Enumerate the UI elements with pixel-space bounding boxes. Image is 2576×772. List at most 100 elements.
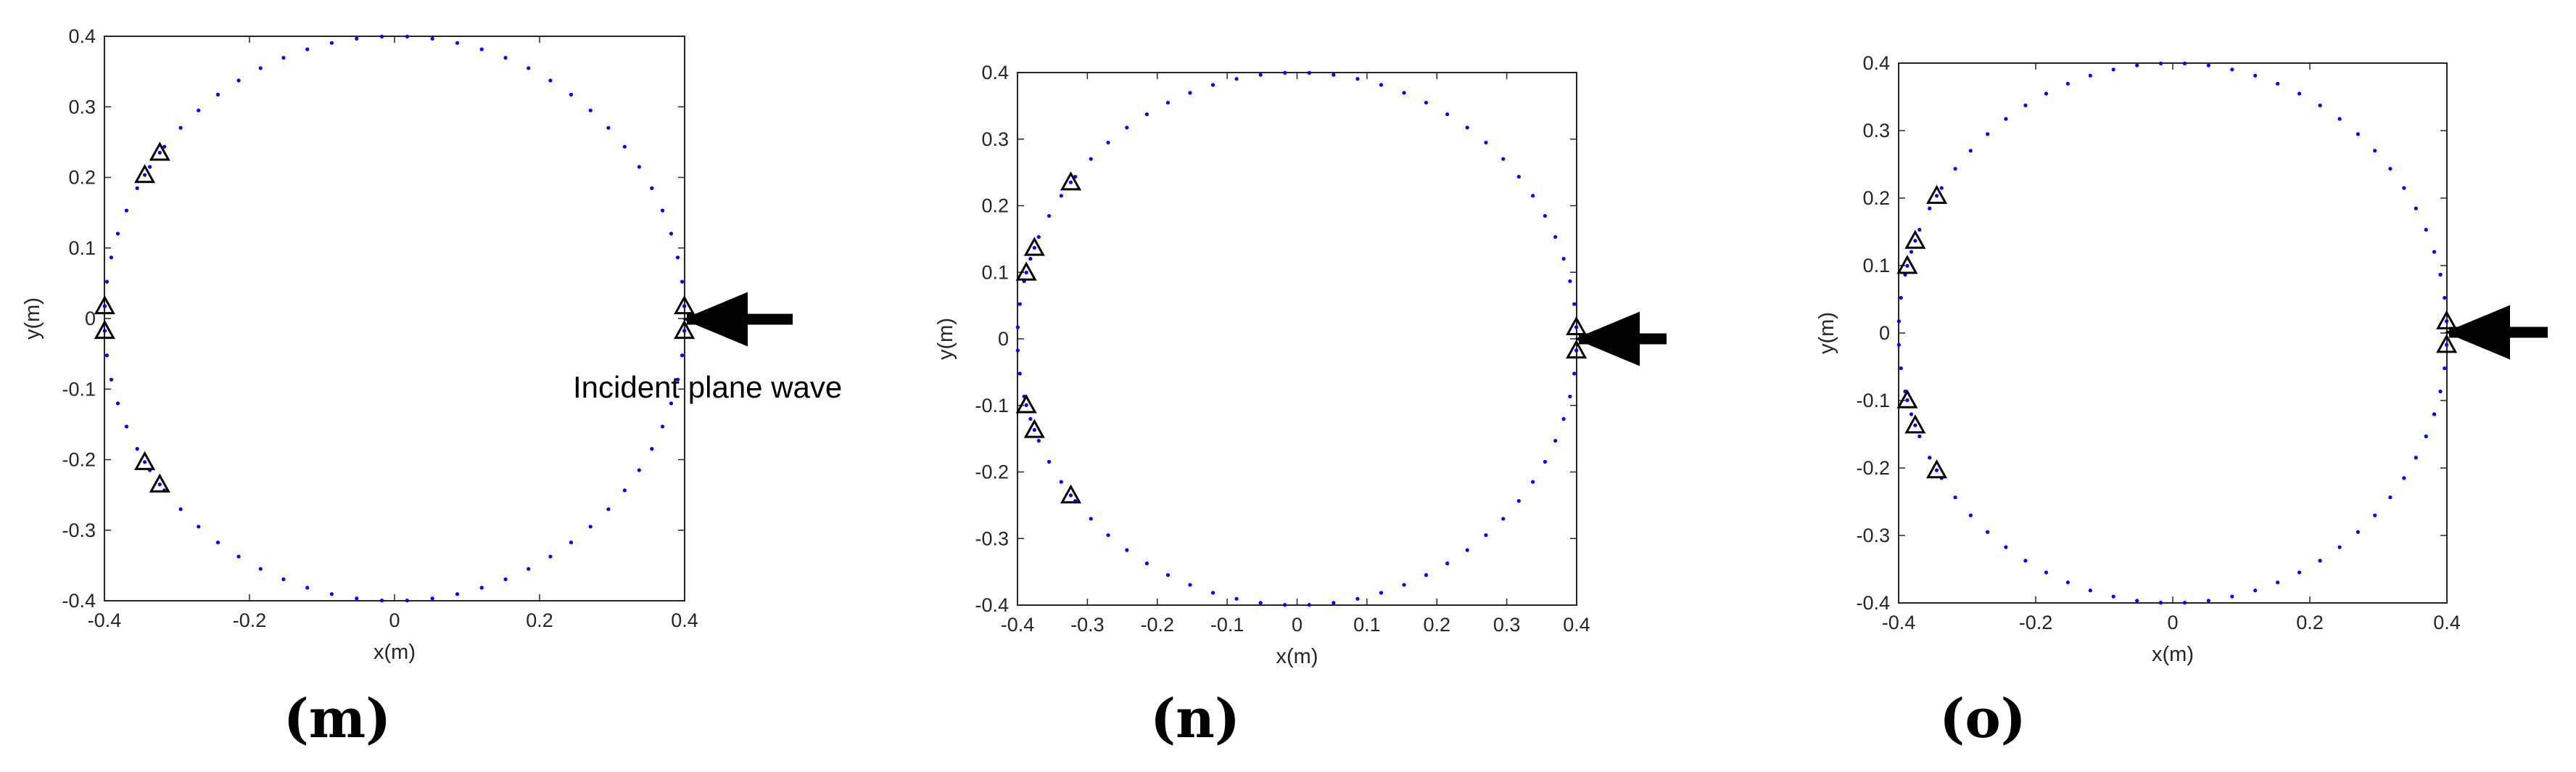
y-tick-label: 0.2 bbox=[68, 167, 96, 189]
array-point bbox=[1896, 319, 1901, 324]
array-point bbox=[430, 596, 434, 601]
array-point bbox=[1017, 302, 1022, 306]
array-point bbox=[1484, 140, 1488, 145]
array-point bbox=[1165, 100, 1171, 105]
array-point bbox=[2438, 272, 2443, 277]
array-point bbox=[1015, 348, 1020, 353]
y-tick-label: -0.4 bbox=[975, 594, 1009, 616]
array-point bbox=[1125, 126, 1129, 130]
caption-o: (o) bbox=[1939, 688, 2026, 750]
array-point bbox=[1516, 498, 1521, 504]
array-point bbox=[109, 377, 114, 382]
selected-sensor-point bbox=[157, 482, 162, 487]
y-tick-label: -0.1 bbox=[975, 395, 1009, 416]
selected-sensor-point bbox=[1032, 427, 1036, 432]
array-point bbox=[2388, 166, 2393, 171]
array-point bbox=[1531, 194, 1535, 198]
array-point bbox=[281, 577, 286, 581]
array-point bbox=[379, 34, 384, 38]
y-tick-label: -0.3 bbox=[62, 520, 96, 541]
chart-2: -0.4 -0.2 0 0.2 0.4 0.4 0.3 0.2 0.1 0 -0.1 -0.2 -0.3… bbox=[1815, 52, 2548, 666]
array-point bbox=[1332, 601, 1336, 605]
array-point bbox=[455, 592, 460, 596]
selected-sensor-marker bbox=[1015, 261, 1037, 281]
array-point bbox=[1917, 228, 1922, 232]
selected-sensor-marker bbox=[1060, 171, 1082, 191]
array-point bbox=[2206, 63, 2210, 67]
array-point bbox=[1355, 77, 1360, 81]
selected-sensor-point bbox=[2445, 319, 2449, 324]
selected-sensor-marker bbox=[149, 473, 170, 493]
caption-n: (n) bbox=[1150, 688, 1240, 750]
array-point bbox=[258, 66, 263, 70]
array-point bbox=[1307, 70, 1311, 75]
y-tick-label: 0.4 bbox=[68, 25, 96, 47]
array-point bbox=[1210, 83, 1215, 87]
array-point bbox=[503, 56, 508, 60]
x-axis-label: x(m) bbox=[1276, 645, 1318, 668]
array-point bbox=[1028, 257, 1033, 261]
y-tick-label: 0.4 bbox=[981, 62, 1009, 83]
array-point bbox=[258, 567, 263, 571]
caption-m: (m) bbox=[283, 688, 392, 750]
y-tick-label: 0 bbox=[85, 308, 96, 329]
x-tick-label: -0.2 bbox=[233, 609, 267, 631]
selected-sensor-marker bbox=[1896, 389, 1918, 408]
array-point bbox=[588, 525, 593, 529]
array-point bbox=[650, 186, 654, 190]
array-point bbox=[1553, 438, 1558, 443]
array-point bbox=[2023, 103, 2028, 107]
array-point bbox=[1144, 561, 1149, 566]
array-point bbox=[2004, 117, 2008, 121]
array-point bbox=[2443, 295, 2447, 300]
x-tick-label: -0.2 bbox=[1140, 614, 1174, 636]
array-point bbox=[2337, 117, 2342, 121]
array-point bbox=[669, 231, 674, 236]
selected-sensor-marker bbox=[1925, 184, 1948, 204]
array-point bbox=[622, 144, 627, 149]
array-point bbox=[650, 447, 654, 451]
y-tick-label: -0.2 bbox=[62, 449, 96, 471]
array-point bbox=[2402, 476, 2406, 480]
selected-sensor-point bbox=[1024, 403, 1028, 407]
array-point bbox=[479, 47, 484, 52]
array-point bbox=[1899, 366, 1903, 371]
array-point bbox=[1028, 416, 1033, 421]
array-point bbox=[2182, 601, 2187, 605]
array-point bbox=[379, 599, 384, 603]
x-tick-label: 0.4 bbox=[671, 609, 698, 631]
annotation-label: Incident plane wave bbox=[573, 370, 842, 404]
selected-sensor-point bbox=[1905, 398, 1910, 403]
selected-sensor-point bbox=[157, 150, 162, 155]
x-tick-label: -0.3 bbox=[1070, 614, 1105, 636]
selected-sensor-marker bbox=[1896, 255, 1918, 274]
y-tick-label: -0.4 bbox=[1856, 592, 1890, 614]
y-tick-label: 0.2 bbox=[1862, 187, 1890, 209]
array-point bbox=[2065, 81, 2070, 86]
x-tick-label: 0.3 bbox=[1493, 614, 1521, 636]
y-axis-label: y(m) bbox=[1815, 312, 1838, 354]
selected-sensor-marker bbox=[94, 295, 115, 315]
selected-sensor-point bbox=[682, 304, 687, 308]
array-point bbox=[405, 599, 410, 603]
chart-1: -0.4 -0.3 -0.2 -0.1 0 0.1 0.2 0.3 0.4 0.4 0.3 0.2 0.… bbox=[934, 62, 1667, 668]
array-point bbox=[1144, 112, 1149, 117]
array-point bbox=[135, 447, 139, 451]
array-point bbox=[2230, 67, 2234, 72]
array-point bbox=[305, 47, 310, 52]
array-point bbox=[305, 586, 310, 590]
array-point bbox=[104, 353, 110, 358]
array-point bbox=[1572, 371, 1577, 376]
array-point bbox=[1516, 174, 1521, 179]
array-point bbox=[1572, 302, 1577, 306]
array-point bbox=[527, 66, 531, 70]
array-point bbox=[637, 468, 641, 472]
selected-sensor-marker bbox=[1015, 394, 1037, 414]
array-point bbox=[355, 36, 359, 41]
y-tick-label: 0.1 bbox=[68, 237, 96, 259]
array-point bbox=[1046, 213, 1052, 218]
array-point bbox=[215, 541, 220, 545]
array-point bbox=[2276, 81, 2280, 86]
array-point bbox=[1332, 73, 1336, 77]
